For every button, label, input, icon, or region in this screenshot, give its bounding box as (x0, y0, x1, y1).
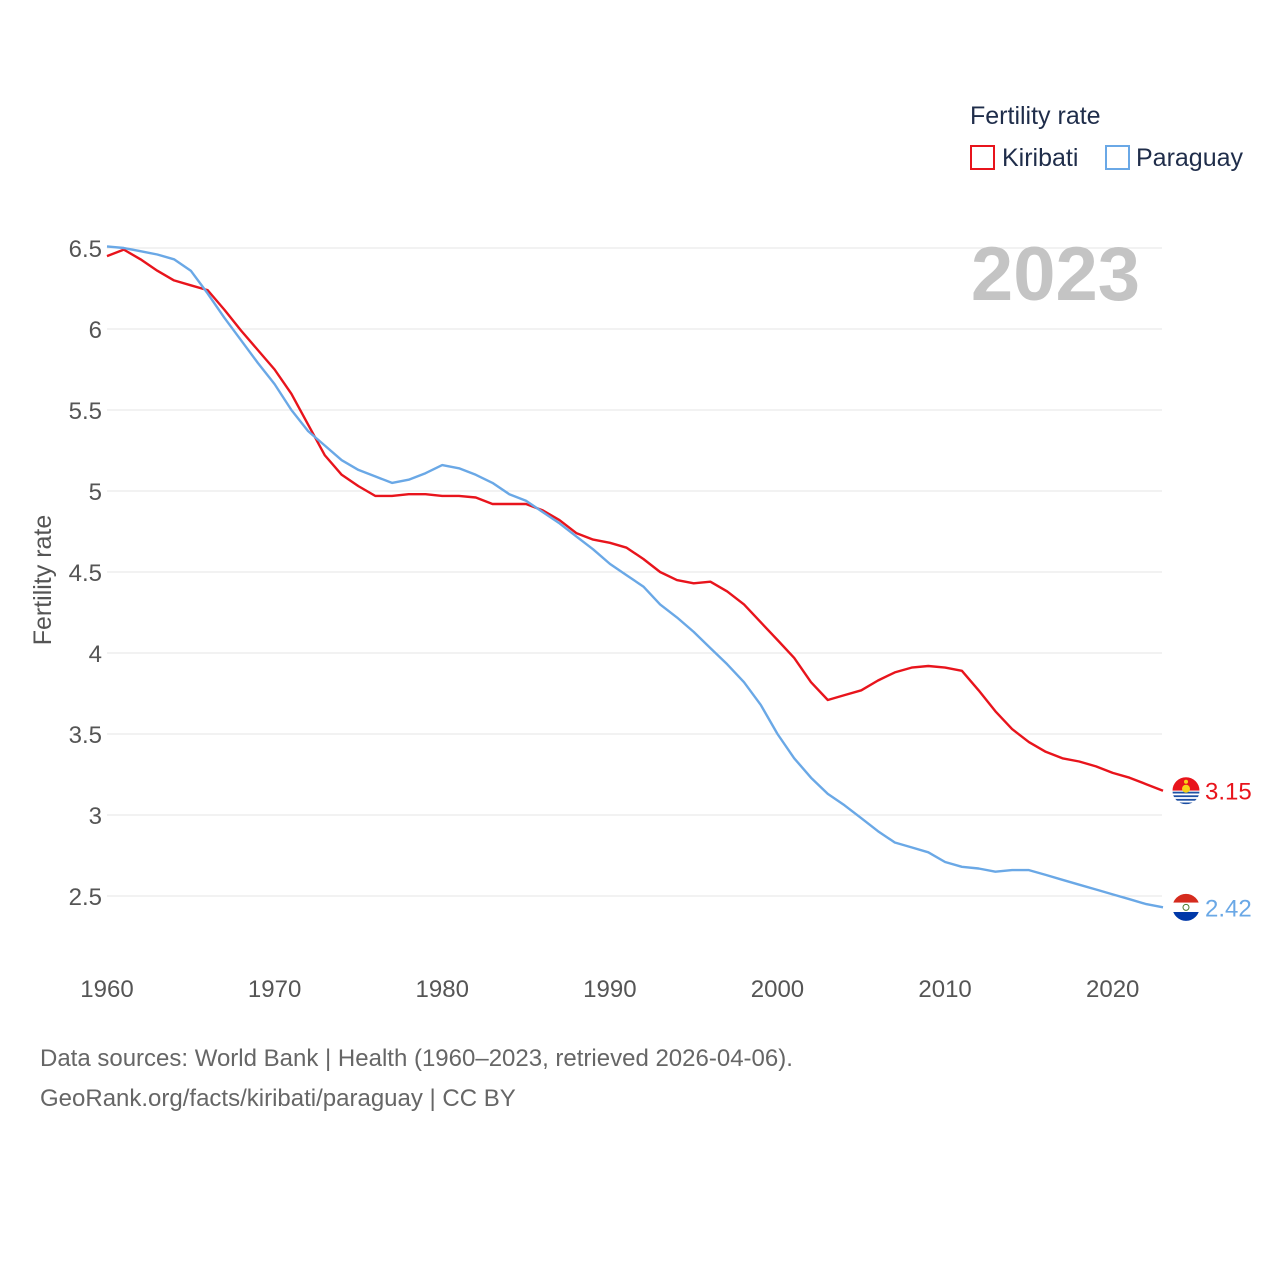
x-axis-ticks: 1960 1970 1980 1990 2000 2010 2020 (80, 976, 1139, 1003)
x-tick-label: 2000 (751, 976, 804, 1003)
y-tick-label: 2.5 (69, 884, 102, 911)
y-tick-label: 4 (89, 641, 102, 668)
legend-swatch-kiribati[interactable] (970, 145, 995, 170)
footer-attribution[interactable]: GeoRank.org/facts/kiribati/paraguay | CC… (40, 1085, 516, 1112)
y-tick-label: 5 (89, 479, 102, 506)
y-tick-label: 6 (89, 317, 102, 344)
series-line-paraguay[interactable] (106, 245, 1164, 909)
y-axis-ticks: 2.5 3 3.5 4 4.5 5 5.5 6 6.5 (69, 236, 102, 911)
x-tick-label: 1960 (80, 976, 133, 1003)
y-axis-label: Fertility rate (29, 515, 57, 646)
x-tick-label: 2010 (918, 976, 971, 1003)
footer-sources: Data sources: World Bank | Health (1960–… (40, 1045, 793, 1072)
legend-swatch-paraguay[interactable] (1105, 145, 1130, 170)
y-tick-label: 3 (89, 803, 102, 830)
y-tick-label: 6.5 (69, 236, 102, 263)
y-tick-label: 5.5 (69, 398, 102, 425)
fertility-chart: 2.5 3 3.5 4 4.5 5 5.5 6 6.5 1960 1970 1980 1990 2000… (29, 102, 1252, 1003)
x-tick-label: 1970 (248, 976, 301, 1003)
legend: Fertility rate Kiribati Paraguay (970, 102, 1244, 172)
x-tick-label: 1980 (416, 976, 469, 1003)
y-tick-label: 4.5 (69, 560, 102, 587)
paraguay-flag-icon (1171, 892, 1201, 922)
x-tick-label: 1990 (583, 976, 636, 1003)
series-line-kiribati[interactable] (106, 248, 1164, 792)
y-tick-label: 3.5 (69, 722, 102, 749)
end-label-kiribati: 3.15 (1205, 779, 1252, 806)
year-label: 2023 (971, 232, 1140, 317)
end-markers: 3.15 2.42 (1171, 776, 1252, 922)
kiribati-flag-icon (1171, 776, 1201, 806)
x-tick-label: 2020 (1086, 976, 1139, 1003)
grid-lines (107, 247, 1162, 897)
legend-label-paraguay[interactable]: Paraguay (1136, 144, 1244, 172)
legend-label-kiribati[interactable]: Kiribati (1002, 144, 1078, 172)
series-lines (106, 245, 1164, 909)
legend-title: Fertility rate (970, 102, 1101, 130)
end-label-paraguay: 2.42 (1205, 895, 1252, 922)
